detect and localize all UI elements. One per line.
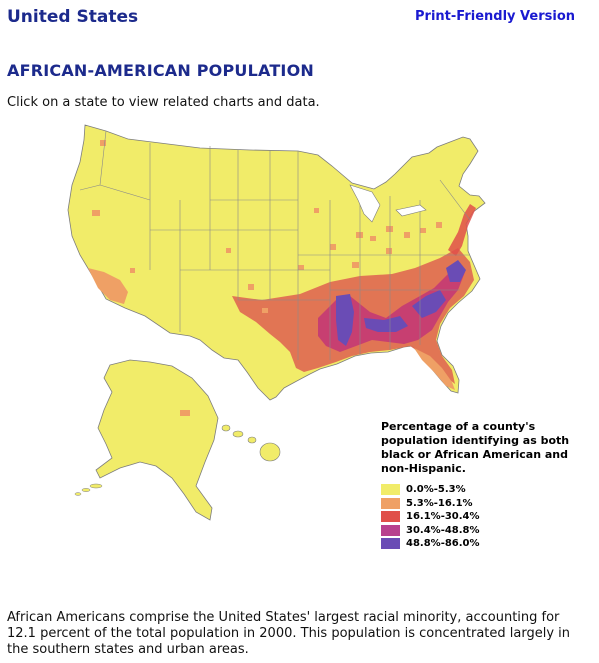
legend-swatch bbox=[381, 497, 400, 509]
legend-item: 48.8%-86.0% bbox=[381, 537, 480, 551]
legend-label: 0.0%-5.3% bbox=[406, 484, 466, 496]
legend-item: 0.0%-5.3% bbox=[381, 483, 480, 497]
print-friendly-link[interactable]: Print-Friendly Version bbox=[415, 9, 575, 24]
legend-title: Percentage of a county's population iden… bbox=[381, 420, 570, 475]
carolinas-purple bbox=[412, 290, 446, 318]
aleutian-islands bbox=[74, 483, 103, 496]
site-title: United States bbox=[7, 7, 139, 27]
legend-item: 5.3%-16.1% bbox=[381, 497, 480, 511]
legend-label: 5.3%-16.1% bbox=[406, 497, 473, 509]
legend-label: 48.8%-86.0% bbox=[406, 538, 480, 550]
southern-california bbox=[88, 268, 128, 304]
footer-description: African Americans comprise the United St… bbox=[7, 610, 570, 657]
legend-swatch bbox=[381, 524, 400, 536]
legend-swatch bbox=[381, 484, 400, 496]
us-county-map[interactable] bbox=[0, 110, 599, 540]
great-lakes bbox=[349, 184, 381, 223]
legend-item: 16.1%-30.4% bbox=[381, 510, 480, 524]
mississippi-delta bbox=[336, 294, 354, 346]
state-borders bbox=[79, 130, 471, 360]
legend-item: 30.4%-48.8% bbox=[381, 524, 480, 538]
florida-region bbox=[414, 348, 455, 390]
legend-label: 16.1%-30.4% bbox=[406, 511, 480, 523]
hawaii[interactable] bbox=[221, 424, 281, 462]
northeast-corridor bbox=[448, 204, 476, 256]
lake-erie bbox=[395, 204, 427, 217]
virginia-purple bbox=[446, 260, 466, 282]
alaska-county bbox=[180, 410, 190, 416]
legend: 0.0%-5.3% 5.3%-16.1% 16.1%-30.4% 30.4%-4… bbox=[381, 483, 480, 551]
alabama-black-belt bbox=[364, 316, 408, 332]
legend-swatch bbox=[381, 511, 400, 523]
scattered-counties bbox=[92, 140, 442, 313]
legend-label: 30.4%-48.8% bbox=[406, 524, 480, 536]
black-belt bbox=[318, 264, 465, 352]
alaska[interactable] bbox=[95, 359, 219, 521]
page-heading: AFRICAN-AMERICAN POPULATION bbox=[7, 61, 314, 80]
instruction-text: Click on a state to view related charts … bbox=[7, 95, 320, 110]
legend-swatch bbox=[381, 538, 400, 550]
